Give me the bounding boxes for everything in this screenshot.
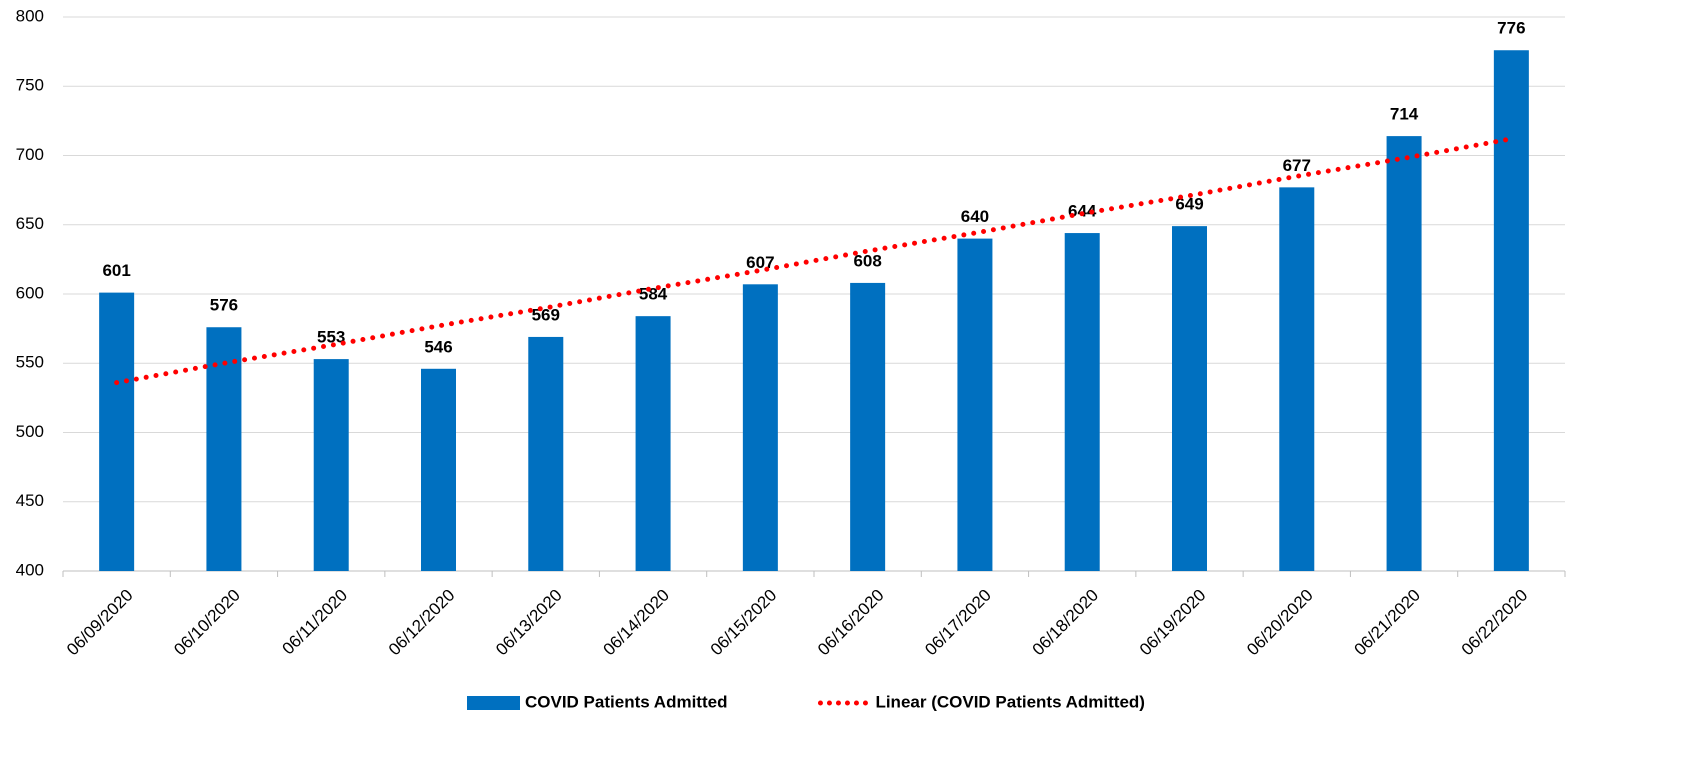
x-tick-label: 06/12/2020 (385, 586, 459, 660)
value-label: 584 (639, 285, 668, 304)
value-label: 644 (1068, 202, 1097, 221)
value-label: 677 (1283, 156, 1311, 175)
x-tick-label: 06/10/2020 (170, 586, 244, 660)
x-tick-label: 06/14/2020 (599, 586, 673, 660)
value-label: 553 (317, 328, 345, 347)
y-tick-label: 500 (16, 422, 44, 441)
x-tick-label: 06/16/2020 (814, 586, 888, 660)
bar (742, 284, 778, 571)
value-label: 607 (746, 253, 774, 272)
y-tick-label: 800 (16, 6, 44, 25)
bar (1279, 187, 1315, 572)
value-label: 608 (853, 251, 881, 270)
value-label: 546 (424, 337, 452, 356)
x-tick-label: 06/17/2020 (921, 586, 995, 660)
y-tick-label: 600 (16, 283, 44, 302)
legend-label: Linear (COVID Patients Admitted) (875, 692, 1145, 711)
x-tick-label: 06/15/2020 (707, 586, 781, 660)
value-label: 601 (102, 261, 130, 280)
value-label: 576 (210, 296, 238, 315)
y-tick-label: 400 (16, 560, 44, 579)
bar (635, 316, 671, 571)
x-tick-label: 06/21/2020 (1350, 586, 1424, 660)
y-tick-label: 700 (16, 145, 44, 164)
value-label: 714 (1390, 105, 1419, 124)
y-tick-label: 750 (16, 76, 44, 95)
bar (850, 282, 886, 571)
x-tick-label: 06/18/2020 (1029, 586, 1103, 660)
y-tick-label: 650 (16, 214, 44, 233)
bar (528, 336, 564, 571)
value-label: 640 (961, 207, 989, 226)
bar (206, 327, 242, 571)
legend-swatch (467, 696, 520, 710)
value-label: 649 (1175, 195, 1203, 214)
legend-label: COVID Patients Admitted (525, 692, 727, 711)
y-tick-label: 450 (16, 491, 44, 510)
bar (1386, 136, 1422, 572)
x-tick-label: 06/09/2020 (63, 586, 137, 660)
x-tick-label: 06/22/2020 (1458, 586, 1532, 660)
trend-line (114, 136, 1514, 386)
bar (313, 359, 349, 571)
y-tick-label: 550 (16, 353, 44, 372)
x-tick-label: 06/13/2020 (492, 586, 566, 660)
bar (99, 292, 135, 571)
bar (1064, 233, 1100, 571)
bar (1172, 226, 1207, 571)
value-label: 569 (532, 305, 560, 324)
bar (957, 238, 993, 571)
bar (421, 368, 456, 571)
value-label: 776 (1497, 19, 1525, 38)
x-tick-label: 06/11/2020 (279, 586, 352, 659)
x-tick-label: 06/19/2020 (1136, 586, 1210, 660)
bar (1493, 50, 1529, 572)
x-tick-label: 06/20/2020 (1243, 586, 1317, 660)
